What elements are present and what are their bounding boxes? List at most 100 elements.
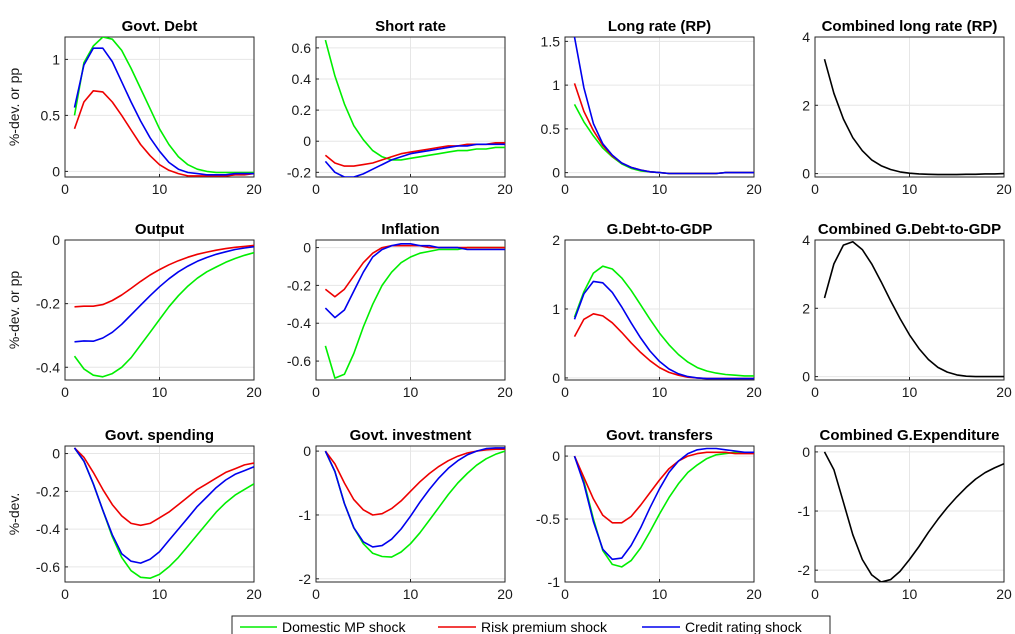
y-tick-label: 1 (552, 301, 560, 317)
chart-panel-3: 0 10 20 0 0.5 1 1.5 Long rate (RP) (541, 18, 762, 197)
x-tick-label: 10 (152, 586, 168, 602)
y-tick-label: 4 (802, 29, 810, 45)
series-line-credit-rating-shock (324, 143, 505, 177)
x-tick-label: 20 (246, 181, 262, 197)
series-line-domestic-mp-shock (324, 450, 505, 558)
x-tick-label: 10 (652, 586, 668, 602)
x-tick-label: 10 (652, 384, 668, 400)
series-line-risk-premium-shock (324, 244, 505, 298)
series-line-domestic-mp-shock (324, 39, 505, 161)
series-line-credit-rating-shock (73, 47, 254, 176)
x-tick-label: 20 (497, 384, 513, 400)
legend-label-credit-rating: Credit rating shock (685, 619, 803, 634)
x-tick-label: 20 (996, 384, 1012, 400)
series-line-combined (823, 58, 1004, 176)
x-tick-label: 0 (61, 586, 69, 602)
y-tick-label: 0 (52, 232, 60, 248)
x-tick-label: 0 (811, 181, 819, 197)
series-line-risk-premium-shock (324, 142, 505, 167)
series-line-risk-premium-shock (74, 244, 254, 308)
y-tick-label: -0.5 (536, 511, 560, 527)
series-line-domestic-mp-shock (324, 246, 505, 379)
legend-label-risk-premium: Risk premium shock (481, 619, 608, 634)
y-tick-label: -0.6 (36, 559, 60, 575)
series-line-credit-rating-shock (573, 37, 754, 175)
y-tick-label: -0.4 (287, 315, 311, 331)
chart-panel-10: 0 10 20 -2 -1 0 Govt. investment (299, 427, 513, 602)
series-line-credit-rating-shock (573, 447, 754, 561)
y-tick-label: 0 (802, 444, 810, 460)
x-tick-label: 10 (403, 384, 419, 400)
y-tick-label: 0 (52, 446, 60, 462)
chart-panel-7: 0 10 20 0 1 2 G.Debt-to-GDP (552, 221, 762, 400)
series-line-domestic-mp-shock (73, 251, 254, 378)
y-axis-label: %-dev. (6, 493, 22, 536)
series-line-credit-rating-shock (573, 280, 754, 380)
x-tick-label: 20 (746, 586, 762, 602)
x-tick-label: 20 (497, 181, 513, 197)
y-tick-label: -1 (299, 507, 312, 523)
y-tick-label: 1 (52, 51, 60, 67)
chart-panel-8: 0 10 20 0 2 4 Combined G.Debt-to-GDP (802, 221, 1012, 400)
y-tick-label: 0 (802, 166, 810, 182)
y-tick-label: 0.6 (292, 40, 312, 56)
legend-label-domestic-mp: Domestic MP shock (282, 619, 406, 634)
y-tick-label: 2 (802, 97, 810, 113)
panel-title: G.Debt-to-GDP (607, 221, 713, 238)
y-tick-label: 0 (552, 165, 560, 181)
y-tick-label: -0.2 (287, 164, 311, 180)
x-tick-label: 10 (902, 181, 918, 197)
y-tick-label: 0.4 (292, 71, 312, 87)
x-tick-label: 0 (61, 181, 69, 197)
y-tick-label: 0 (303, 240, 311, 256)
y-tick-label: -0.6 (287, 353, 311, 369)
x-tick-label: 10 (152, 384, 168, 400)
series-line-combined (823, 451, 1004, 582)
y-tick-label: 1 (552, 77, 560, 93)
legend: Domestic MP shock Risk premium shock Cre… (231, 615, 831, 634)
chart-panel-1: 0 10 20 0 0.5 1 Govt. Debt %-dev. or pp (6, 18, 262, 197)
chart-panel-5: 0 10 20 -0.4 -0.2 0 Output %-dev. or pp (6, 221, 262, 400)
x-tick-label: 10 (403, 181, 419, 197)
y-tick-label: -2 (798, 562, 811, 578)
y-tick-label: 0 (552, 370, 560, 386)
x-tick-label: 20 (246, 586, 262, 602)
series-line-combined (823, 240, 1004, 378)
x-tick-label: 0 (561, 181, 569, 197)
x-tick-label: 0 (312, 384, 320, 400)
x-tick-label: 10 (902, 586, 918, 602)
x-tick-label: 20 (996, 586, 1012, 602)
y-tick-label: 4 (802, 232, 810, 248)
series-line-domestic-mp-shock (573, 451, 754, 568)
panel-title: Combined G.Expenditure (819, 427, 999, 444)
y-tick-label: 0.5 (541, 121, 561, 137)
y-tick-label: 0 (802, 369, 810, 385)
y-tick-label: -0.2 (36, 483, 60, 499)
y-tick-label: 0.2 (292, 102, 312, 118)
x-tick-label: 10 (652, 181, 668, 197)
x-tick-label: 10 (403, 586, 419, 602)
y-tick-label: -2 (299, 571, 312, 587)
series-line-domestic-mp-shock (73, 447, 254, 580)
panel-title: Output (135, 221, 184, 238)
series-line-credit-rating-shock (74, 245, 254, 343)
y-tick-label: -0.4 (36, 521, 60, 537)
y-tick-label: 0.5 (41, 107, 61, 123)
series-line-credit-rating-shock (73, 447, 254, 564)
series-line-domestic-mp-shock (73, 37, 254, 174)
x-tick-label: 0 (811, 384, 819, 400)
y-tick-label: -1 (798, 503, 811, 519)
panel-title: Inflation (381, 221, 439, 238)
x-tick-label: 0 (561, 384, 569, 400)
y-tick-label: 0 (303, 133, 311, 149)
y-tick-label: 0 (52, 163, 60, 179)
panel-title: Combined G.Debt-to-GDP (818, 221, 1001, 238)
y-axis-label: %-dev. or pp (6, 68, 22, 147)
series-line-risk-premium-shock (573, 312, 754, 380)
y-tick-label: 0 (552, 448, 560, 464)
legend-box (231, 615, 831, 634)
panel-title: Combined long rate (RP) (822, 18, 998, 35)
x-tick-label: 10 (902, 384, 918, 400)
panel-title: Govt. Debt (122, 18, 198, 35)
